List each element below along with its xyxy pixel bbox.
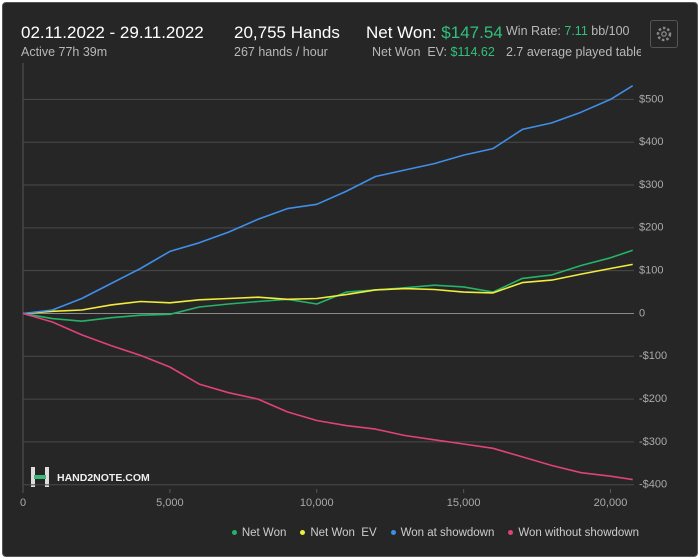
watermark: HAND2NOTE.COM	[57, 472, 150, 484]
x-tick-label: 20,000	[594, 497, 628, 509]
win-rate-value: 7.11	[564, 24, 588, 38]
chart: HAND2NOTE.COM $500 $400 $300 $200 $100 0 -$100…	[20, 63, 667, 509]
y-tick-label: 0	[639, 307, 645, 319]
series-line	[22, 249, 633, 322]
hands: 20,755 Hands	[234, 23, 340, 42]
win-rate-label: Win Rate:	[506, 24, 561, 38]
x-tick-label: 15,000	[447, 497, 481, 509]
logo	[31, 467, 49, 487]
gear-icon	[656, 26, 672, 42]
legend-item[interactable]: Net Won EV	[300, 527, 377, 539]
net-won-ev-value: $114.62	[450, 45, 495, 59]
y-tick-label: -$400	[639, 479, 667, 491]
x-tick-label: 0	[20, 497, 26, 509]
y-tick-label: $400	[639, 136, 663, 148]
legend-dot	[508, 530, 514, 536]
net-won-value: $147.54	[441, 23, 503, 42]
net-won: Net Won: $147.54	[366, 23, 503, 43]
win-rate-unit: bb/100	[591, 24, 630, 38]
series-line	[22, 263, 633, 315]
legend-label: Net Won EV	[310, 527, 377, 539]
net-won-label: Net Won:	[366, 23, 437, 42]
settings-button[interactable]	[650, 20, 678, 48]
legend-label: Net Won	[241, 527, 287, 539]
hands-per-hour: 267 hands / hour	[234, 45, 328, 59]
y-tick-label: -$200	[639, 393, 667, 405]
y-tick-label: $500	[639, 93, 663, 105]
legend-label: Won without showdown	[518, 527, 639, 539]
y-tick-label: $100	[639, 265, 663, 277]
y-tick-label: $300	[639, 179, 663, 191]
tables: 2.7 average played tables	[506, 45, 641, 59]
x-tick-label: 10,000	[300, 497, 334, 509]
legend-dot	[390, 530, 396, 536]
series-line	[22, 312, 633, 481]
legend: Net Won Net Won EV Won at showdown Won with…	[231, 527, 639, 539]
legend-item[interactable]: Won at showdown	[390, 527, 495, 539]
series-line	[22, 85, 634, 315]
net-won-ev: Net Won EV: $114.62	[372, 45, 495, 59]
legend-dot	[300, 530, 306, 536]
y-tick-label: $200	[639, 222, 663, 234]
win-rate: Win Rate: 7.11 bb/100	[506, 24, 630, 38]
legend-item[interactable]: Won without showdown	[508, 527, 639, 539]
active-time: Active 77h 39m	[21, 45, 108, 59]
legend-item[interactable]: Net Won	[231, 527, 287, 539]
x-tick-label: 5,000	[156, 497, 184, 509]
legend-dot	[231, 530, 237, 536]
net-won-ev-label: Net Won EV:	[372, 45, 448, 59]
legend-label: Won at showdown	[400, 527, 495, 539]
date-range: 02.11.2022 - 29.11.2022	[21, 23, 204, 42]
y-tick-label: -$300	[639, 436, 667, 448]
y-tick-label: -$100	[639, 350, 667, 362]
